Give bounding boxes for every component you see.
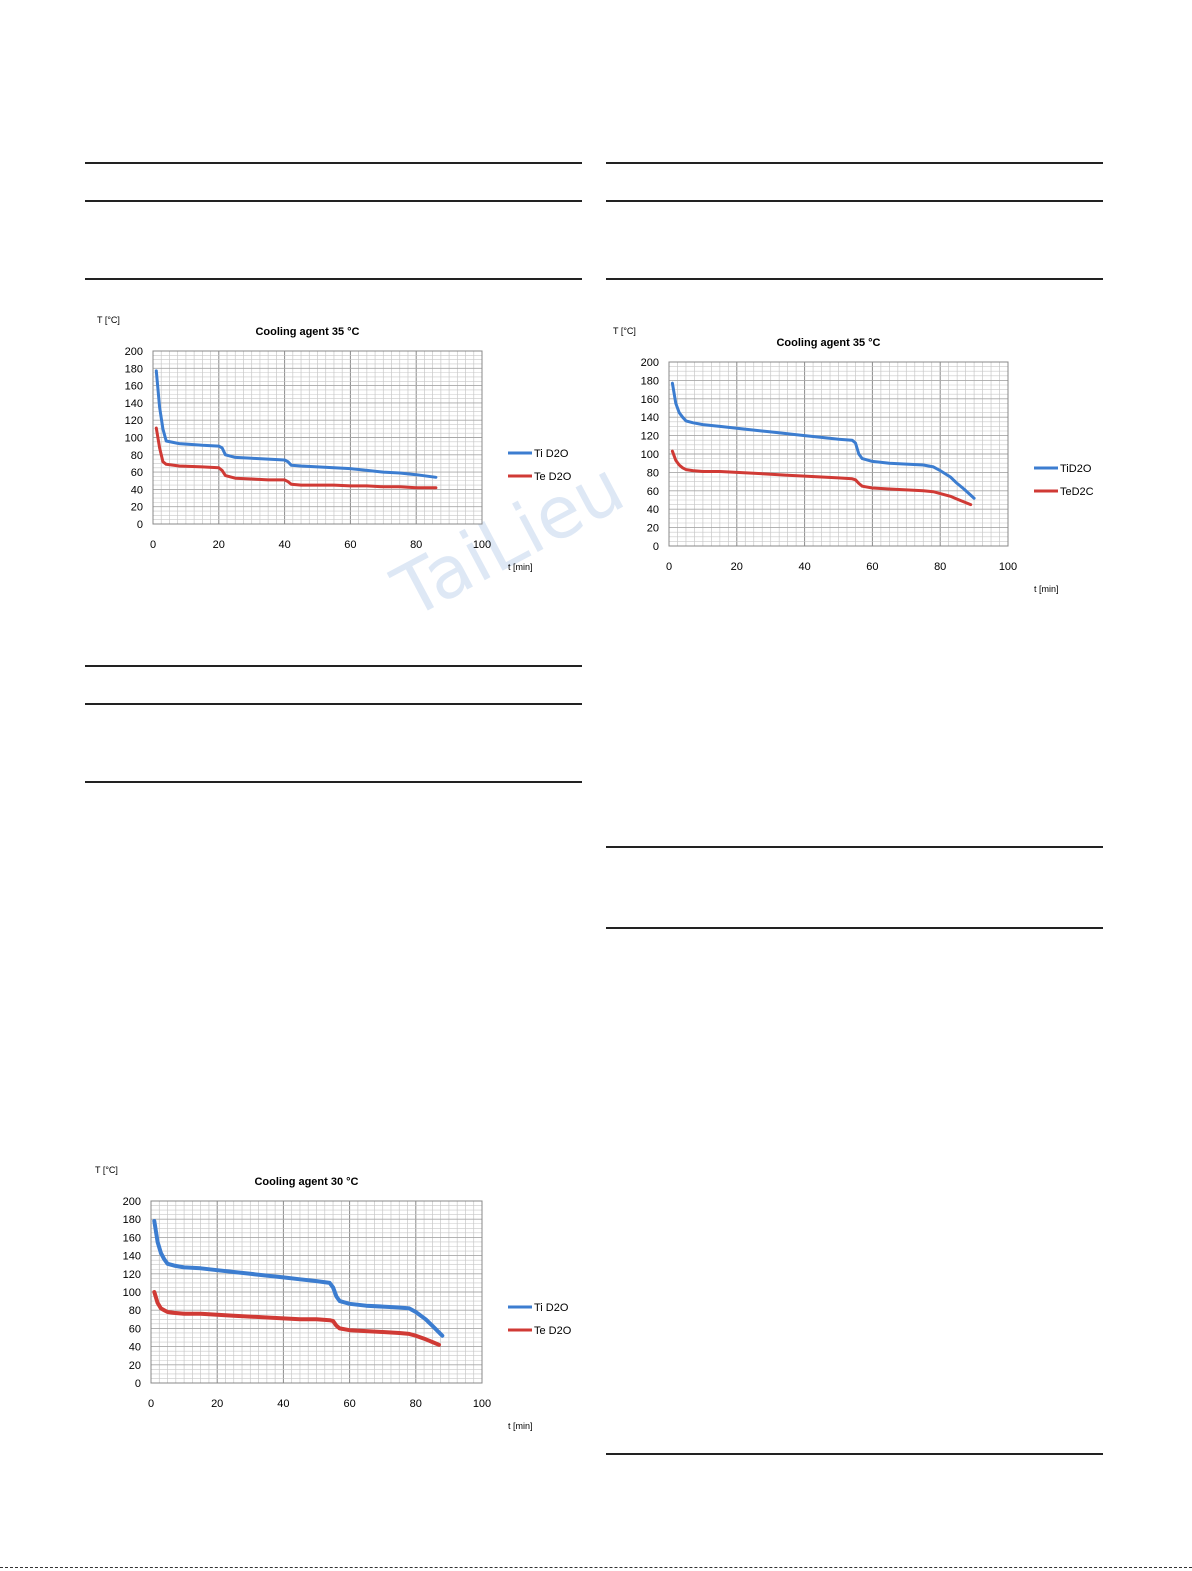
x-tick-label: 20: [213, 539, 225, 551]
x-tick-label: 100: [999, 561, 1017, 573]
y-tick-label: 180: [641, 375, 659, 387]
legend-label: Te D2O: [534, 471, 572, 483]
series-line-ti: [152, 1219, 445, 1338]
y-tick-label: 100: [123, 1287, 141, 1299]
chart-title: Cooling agent 35 °C: [776, 337, 880, 349]
y-tick-label: 140: [123, 1251, 141, 1263]
rule: [85, 200, 582, 202]
y-tick-label: 80: [647, 467, 659, 479]
x-tick-label: 60: [866, 561, 878, 573]
y-tick-label: 60: [131, 467, 143, 479]
y-axis-label: T [°C]: [613, 326, 636, 336]
series-line-te: [152, 1290, 441, 1347]
x-axis-label: t [min]: [508, 1421, 533, 1431]
y-tick-label: 80: [131, 450, 143, 462]
x-tick-label: 0: [666, 561, 672, 573]
y-tick-label: 40: [131, 484, 143, 496]
x-tick-label: 80: [934, 561, 946, 573]
y-tick-label: 120: [641, 431, 659, 443]
y-tick-label: 0: [653, 541, 659, 553]
rule: [606, 162, 1103, 164]
y-tick-label: 40: [129, 1342, 141, 1354]
rule: [85, 781, 582, 783]
x-tick-label: 40: [798, 561, 810, 573]
y-tick-label: 0: [137, 519, 143, 531]
y-tick-label: 200: [641, 357, 659, 369]
y-tick-label: 180: [123, 1214, 141, 1226]
y-tick-label: 100: [641, 449, 659, 461]
x-tick-label: 60: [344, 539, 356, 551]
legend-label: Ti D2O: [534, 448, 569, 460]
y-tick-label: 60: [647, 486, 659, 498]
x-tick-label: 20: [211, 1398, 223, 1410]
x-tick-label: 100: [473, 539, 491, 551]
series-line-te: [670, 449, 973, 507]
x-tick-label: 100: [473, 1398, 491, 1410]
y-tick-label: 120: [123, 1269, 141, 1281]
y-tick-label: 180: [125, 363, 143, 375]
chart-title: Cooling agent 35 °C: [255, 326, 359, 338]
legend-label: Te D2O: [534, 1325, 572, 1337]
y-tick-label: 20: [131, 502, 143, 514]
x-tick-label: 0: [150, 539, 156, 551]
y-axis-label: T [°C]: [95, 1165, 118, 1175]
x-tick-label: 80: [410, 1398, 422, 1410]
series-line-ti: [670, 381, 976, 500]
y-tick-label: 200: [125, 346, 143, 358]
legend-label: TiD2O: [1060, 463, 1092, 475]
series-line-te: [154, 426, 438, 490]
x-tick-label: 60: [343, 1398, 355, 1410]
y-tick-label: 200: [123, 1196, 141, 1208]
y-tick-label: 20: [129, 1360, 141, 1372]
y-tick-label: 20: [647, 523, 659, 535]
y-tick-label: 100: [125, 433, 143, 445]
x-axis-label: t [min]: [1034, 584, 1059, 594]
page-edge: [0, 1567, 1192, 1568]
y-tick-label: 120: [125, 415, 143, 427]
y-tick-label: 140: [125, 398, 143, 410]
plot-border: [668, 361, 1009, 547]
x-tick-label: 0: [148, 1398, 154, 1410]
y-tick-label: 160: [125, 381, 143, 393]
plot-border: [152, 350, 483, 525]
y-tick-label: 0: [135, 1378, 141, 1390]
y-tick-label: 60: [129, 1323, 141, 1335]
rule: [606, 927, 1103, 929]
x-axis-label: t [min]: [508, 562, 533, 572]
rule: [85, 162, 582, 164]
x-tick-label: 80: [410, 539, 422, 551]
rule: [606, 200, 1103, 202]
chart-title: Cooling agent 30 °C: [254, 1176, 358, 1188]
x-tick-label: 40: [277, 1398, 289, 1410]
legend-label: TeD2C: [1060, 486, 1094, 498]
rule: [85, 703, 582, 705]
rule: [606, 1453, 1103, 1455]
series-line-ti: [154, 369, 438, 479]
legend-label: Ti D2O: [534, 1302, 569, 1314]
y-tick-label: 40: [647, 504, 659, 516]
rule: [85, 665, 582, 667]
plot-border: [150, 1200, 483, 1384]
x-tick-label: 20: [731, 561, 743, 573]
rule: [85, 278, 582, 280]
y-tick-label: 160: [641, 394, 659, 406]
rule: [606, 846, 1103, 848]
rule: [606, 278, 1103, 280]
x-tick-label: 40: [278, 539, 290, 551]
y-tick-label: 80: [129, 1305, 141, 1317]
y-axis-label: T [°C]: [97, 315, 120, 325]
y-tick-label: 160: [123, 1232, 141, 1244]
y-tick-label: 140: [641, 412, 659, 424]
